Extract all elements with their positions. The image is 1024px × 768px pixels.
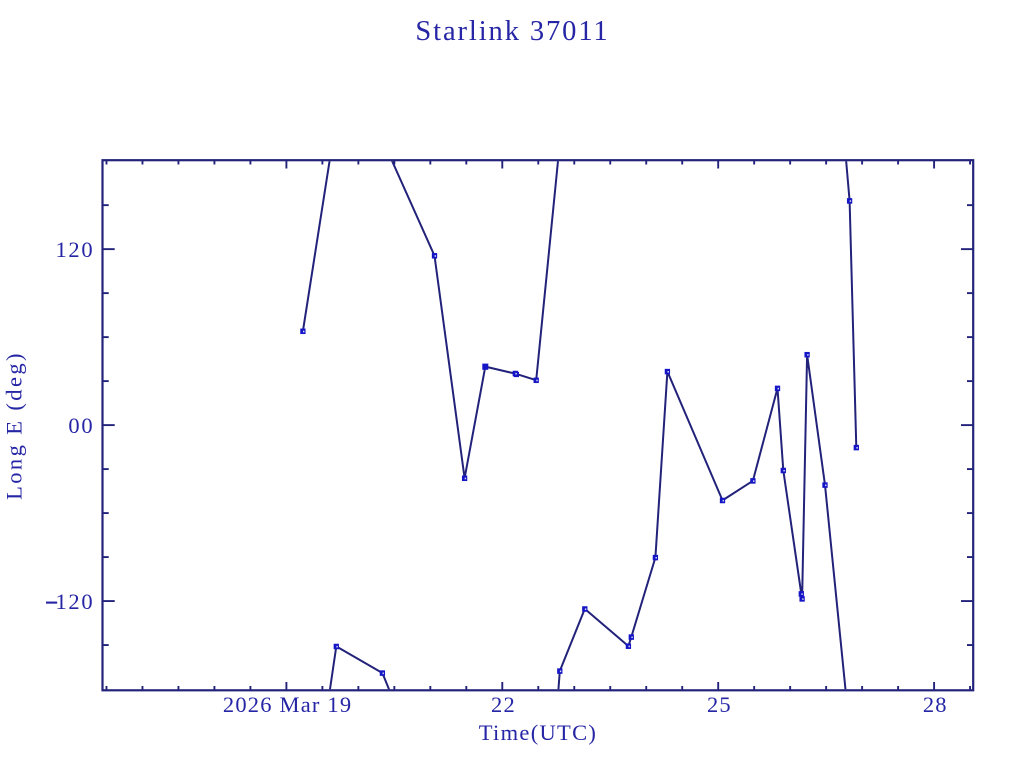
svg-text:00: 00 — [68, 413, 94, 438]
svg-text:22: 22 — [491, 692, 516, 717]
svg-text:120: 120 — [55, 589, 94, 614]
svg-text:Time(UTC): Time(UTC) — [479, 720, 597, 745]
svg-text:Long E (deg): Long E (deg) — [2, 351, 27, 500]
svg-text:120: 120 — [55, 237, 94, 262]
svg-text:25: 25 — [707, 692, 732, 717]
svg-text:2026 Mar 19: 2026 Mar 19 — [223, 692, 352, 717]
svg-text:Starlink 37011: Starlink 37011 — [415, 16, 609, 47]
svg-text:28: 28 — [923, 692, 948, 717]
